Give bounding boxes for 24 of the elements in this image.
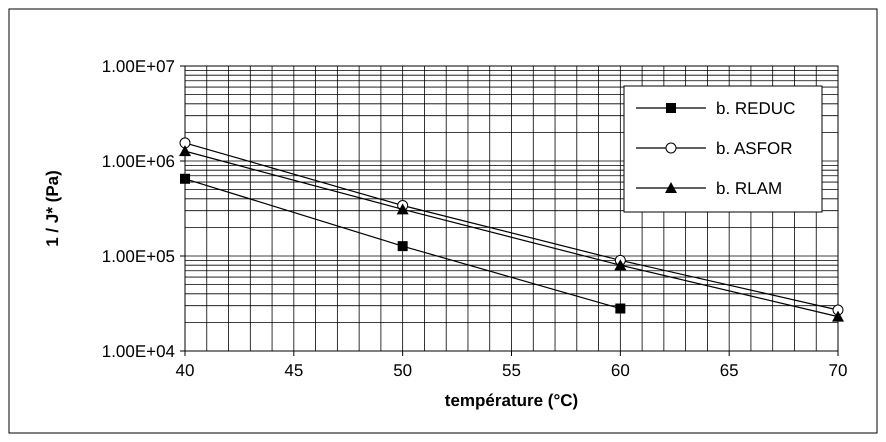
point (832, 310, 844, 322)
x-tick-label: 70 (828, 361, 848, 380)
point (179, 145, 191, 156)
legend-label: b. RLAM (716, 178, 782, 198)
y-axis-title: 1 / J* (Pa) (43, 170, 62, 247)
point (398, 241, 408, 252)
point (614, 259, 626, 270)
point (180, 174, 190, 184)
point (180, 137, 190, 148)
x-tick-label: 65 (720, 361, 739, 380)
point (615, 304, 626, 314)
y-tick-label: 1.00E+07 (102, 56, 175, 76)
legend-label: b. ASFOR (716, 138, 793, 158)
legend-label: b. REDUC (716, 98, 796, 118)
x-tick-label: 45 (284, 361, 304, 380)
x-tick-label: 50 (393, 361, 412, 380)
y-tick-label: 1.00E+06 (102, 152, 175, 171)
y-tick-label: 1.00E+05 (102, 246, 175, 266)
x-axis-title: température (°C) (444, 391, 578, 410)
x-tick-label: 55 (502, 361, 521, 380)
x-tick-label: 60 (610, 361, 630, 380)
point (396, 203, 409, 214)
y-tick-label: 1.00E+04 (102, 342, 175, 361)
x-tick-label: 40 (176, 361, 194, 380)
